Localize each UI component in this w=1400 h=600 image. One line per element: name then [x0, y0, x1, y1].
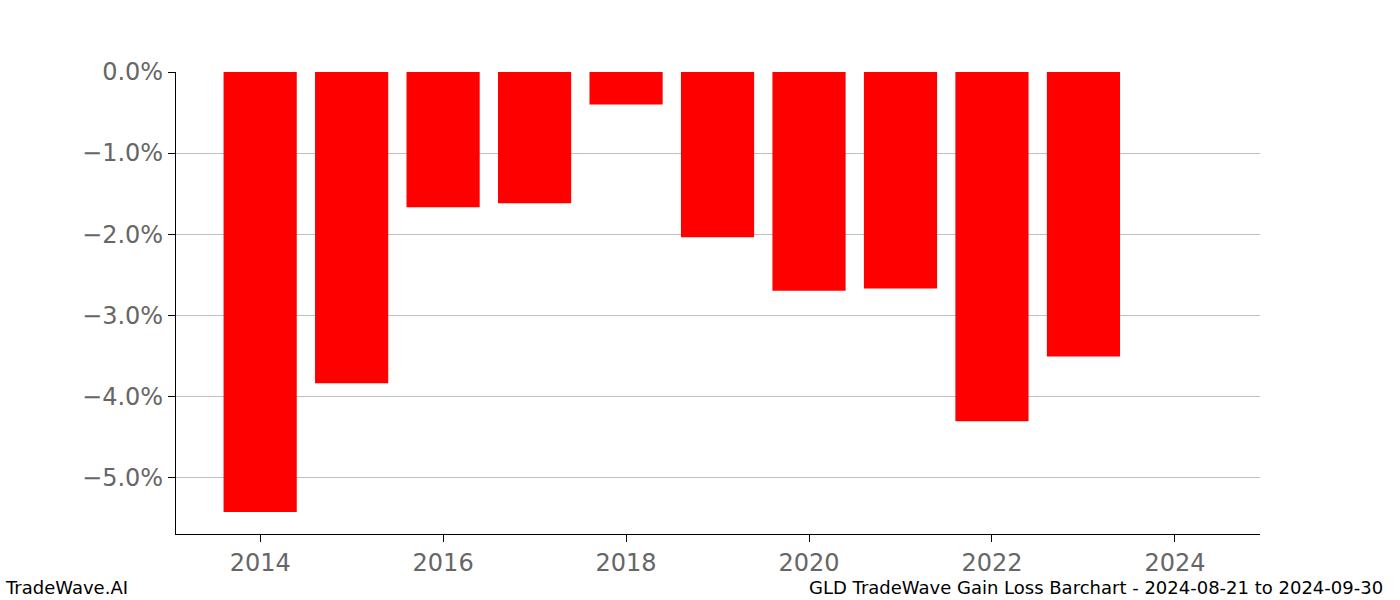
svg-text:−2.0%: −2.0% [82, 221, 163, 249]
svg-text:−4.0%: −4.0% [82, 383, 163, 411]
svg-text:TradeWave.AI: TradeWave.AI [5, 577, 128, 598]
svg-text:2014: 2014 [230, 549, 291, 577]
svg-text:2016: 2016 [413, 549, 474, 577]
svg-text:GLD TradeWave Gain Loss Barcha: GLD TradeWave Gain Loss Barchart - 2024-… [809, 577, 1383, 598]
svg-text:2024: 2024 [1144, 549, 1205, 577]
svg-text:−1.0%: −1.0% [82, 139, 163, 167]
svg-text:−5.0%: −5.0% [82, 464, 163, 492]
svg-text:0.0%: 0.0% [102, 58, 163, 86]
svg-text:2020: 2020 [778, 549, 839, 577]
svg-text:2022: 2022 [961, 549, 1022, 577]
svg-text:−3.0%: −3.0% [82, 302, 163, 330]
svg-text:2018: 2018 [596, 549, 657, 577]
